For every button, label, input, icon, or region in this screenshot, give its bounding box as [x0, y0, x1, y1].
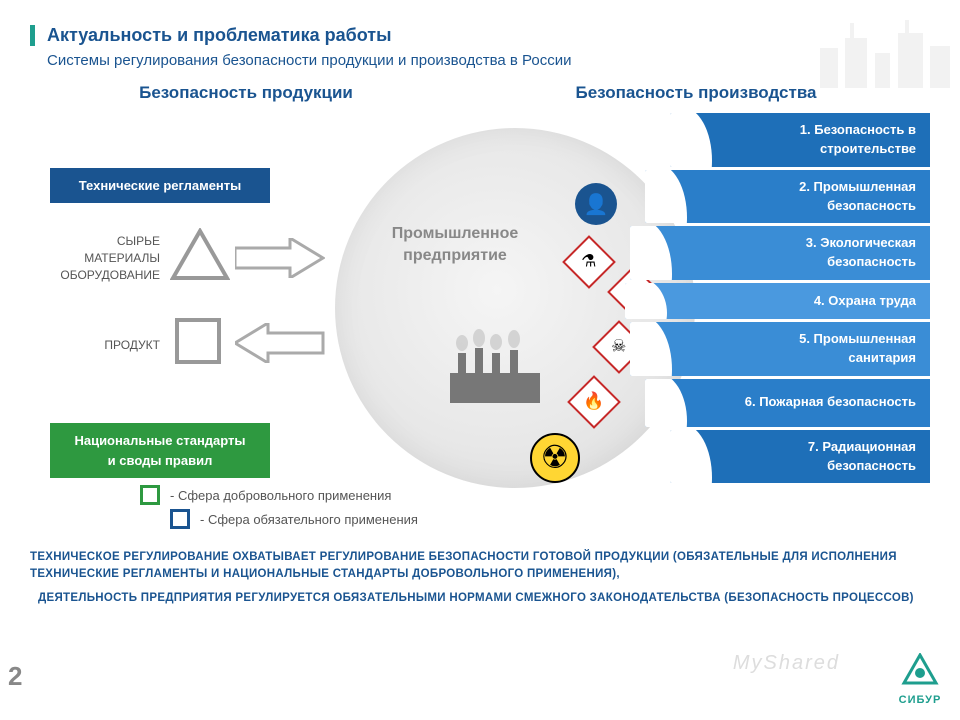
safety-bar-1: 1. Безопасность в строительстве [670, 113, 930, 167]
circle-label: Промышленное предприятие [370, 223, 540, 268]
safety-bars-group: 1. Безопасность в строительстве 2. Промыш… [550, 113, 930, 486]
safety-bar-label: 7. Радиационная безопасность [736, 438, 916, 476]
arrow-left-icon [235, 323, 325, 363]
safety-bar-5: 5. Промышленная санитария [630, 322, 930, 376]
legend-voluntary: - Сфера добровольного применения [140, 485, 418, 505]
slide: Актуальность и проблематика работы Систе… [0, 0, 960, 720]
safety-bar-3: 3. Экологическая безопасность [630, 226, 930, 280]
safety-bar-7: 7. Радиационная безопасность [670, 430, 930, 484]
circle-l1: Промышленное [370, 223, 540, 245]
safety-bar-6: 6. Пожарная безопасность [645, 379, 930, 427]
safety-bar-label: 3. Экологическая безопасность [736, 234, 916, 272]
safety-bar-label: 1. Безопасность в строительстве [736, 121, 916, 159]
safety-bar-label: 2. Промышленная безопасность [736, 178, 916, 216]
plant-silhouette-decoration [810, 18, 960, 88]
safety-bar-label: 4. Охрана труда [814, 292, 916, 311]
subtitle: Системы регулирования безопасности проду… [47, 52, 930, 69]
left-header: Безопасность продукции [30, 83, 462, 103]
legend: - Сфера добровольного применения - Сфера… [140, 485, 418, 533]
circle-l2: предприятие [370, 245, 540, 267]
safety-bar-label: 5. Промышленная санитария [736, 330, 916, 368]
nat-std-l1: Национальные стандарты [58, 431, 262, 451]
section-headers: Безопасность продукции Безопасность прои… [30, 83, 930, 103]
footer-line-1: ТЕХНИЧЕСКОЕ РЕГУЛИРОВАНИЕ ОХВАТЫВАЕТ РЕГ… [30, 549, 930, 584]
arrow-right-icon [235, 238, 325, 278]
title-bar: Актуальность и проблематика работы [30, 25, 930, 46]
technical-regulations-box: Технические регламенты [50, 168, 270, 203]
nat-std-l2: и своды правил [58, 451, 262, 471]
legend-mand-text: - Сфера обязательного применения [200, 512, 418, 527]
main-title: Актуальность и проблематика работы [47, 25, 930, 46]
safety-bar-label: 6. Пожарная безопасность [745, 393, 916, 412]
safety-bar-4: 4. Охрана труда [625, 283, 930, 319]
legend-mandatory: - Сфера обязательного применения [170, 509, 418, 529]
raw-materials-label: СЫРЬЕ МАТЕРИАЛЫ ОБОРУДОВАНИЕ [50, 233, 160, 283]
triangle-shape-icon [170, 228, 230, 282]
factory-icon [440, 328, 550, 408]
square-shape-icon [175, 318, 221, 364]
sibur-logo: СИБУР [898, 653, 942, 706]
diagram-area: Технические регламенты СЫРЬЕ МАТЕРИАЛЫ О… [30, 113, 930, 543]
raw-l1: СЫРЬЕ [50, 233, 160, 250]
legend-vol-text: - Сфера добровольного применения [170, 488, 391, 503]
page-number: 2 [8, 661, 22, 692]
raw-l3: ОБОРУДОВАНИЕ [50, 267, 160, 284]
logo-text: СИБУР [898, 694, 942, 706]
legend-green-square-icon [140, 485, 160, 505]
safety-bar-2: 2. Промышленная безопасность [645, 170, 930, 224]
national-standards-box: Национальные стандарты и своды правил [50, 423, 270, 478]
legend-blue-square-icon [170, 509, 190, 529]
watermark: MyShared [733, 652, 840, 675]
logo-icon [898, 653, 942, 689]
product-label: ПРОДУКТ [50, 338, 160, 352]
footer-line-2: ДЕЯТЕЛЬНОСТЬ ПРЕДПРИЯТИЯ РЕГУЛИРУЕТСЯ ОБ… [38, 590, 930, 607]
raw-l2: МАТЕРИАЛЫ [50, 250, 160, 267]
